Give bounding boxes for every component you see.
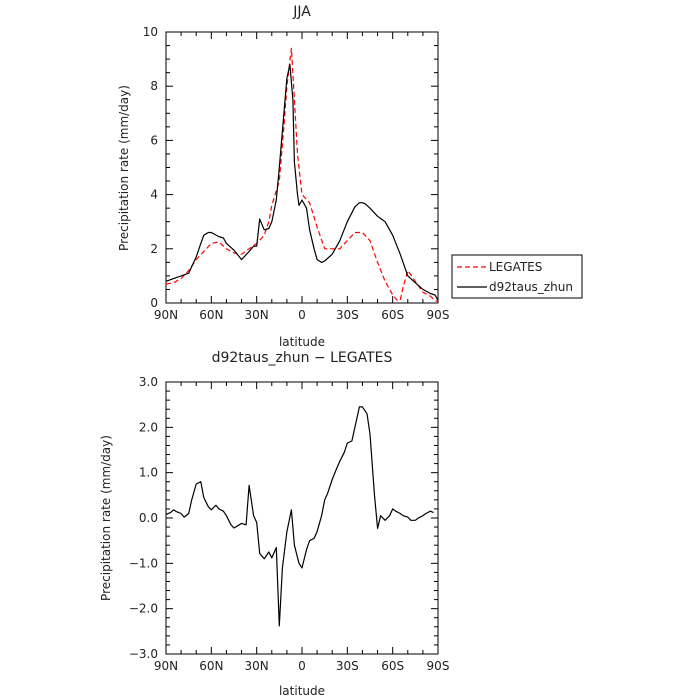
- chart-title: JJA: [292, 4, 311, 20]
- y-tick-label: 6: [150, 133, 158, 147]
- tick-marks: [165, 381, 439, 655]
- legend-label-d92taus-zhun: d92taus_zhun: [489, 280, 573, 294]
- series-line-legates: [165, 47, 439, 303]
- y-axis-label: Precipitation rate (mm/day): [117, 85, 131, 251]
- tick-labels: 90N 60N 30N 0 30S 60S 90S −3.0 −2.0 −1.0 0.0 1.0 2.0…: [129, 375, 450, 673]
- tick-marks: [165, 31, 439, 304]
- y-tick-label: −3.0: [129, 647, 158, 661]
- x-tick-label: 60S: [381, 659, 404, 673]
- x-tick-label: 30N: [245, 659, 269, 673]
- x-axis-label: latitude: [279, 684, 325, 698]
- y-tick-label: 1.0: [139, 466, 158, 480]
- series-line-difference: [165, 406, 434, 627]
- x-tick-label: 30S: [336, 659, 359, 673]
- y-tick-label: 10: [143, 25, 158, 39]
- series-lines: [165, 47, 439, 303]
- y-tick-label: −2.0: [129, 602, 158, 616]
- y-tick-label: 8: [150, 79, 158, 93]
- x-tick-label: 0: [298, 308, 306, 322]
- x-tick-label: 90S: [427, 659, 450, 673]
- y-tick-label: 4: [150, 188, 158, 202]
- y-tick-label: −1.0: [129, 556, 158, 570]
- x-tick-label: 30N: [245, 308, 269, 322]
- y-tick-label: 3.0: [139, 375, 158, 389]
- legend-box: [451, 254, 583, 299]
- legend: LEGATES d92taus_zhun: [451, 254, 583, 299]
- series-lines: [165, 406, 434, 627]
- y-tick-label: 0.0: [139, 511, 158, 525]
- x-tick-label: 60N: [199, 659, 223, 673]
- x-tick-label: 90N: [154, 308, 178, 322]
- y-axis-label: Precipitation rate (mm/day): [99, 435, 113, 601]
- x-tick-label: 60S: [381, 308, 404, 322]
- x-tick-label: 30S: [336, 308, 359, 322]
- y-tick-label: 0: [150, 296, 158, 310]
- y-tick-label: 2.0: [139, 420, 158, 434]
- legend-label-legates: LEGATES: [489, 260, 542, 274]
- x-tick-label: 60N: [199, 308, 223, 322]
- tick-labels: 90N 60N 30N 0 30S 60S 90S 0 2 4 6 8 10: [143, 25, 450, 322]
- plot-area: [165, 31, 439, 304]
- chart-difference: d92taus_zhun − LEGATES 90N 60N 30N 0 30S 60S 9…: [99, 350, 449, 698]
- x-tick-label: 90N: [154, 659, 178, 673]
- x-tick-label: 90S: [427, 308, 450, 322]
- chart-title: d92taus_zhun − LEGATES: [212, 350, 393, 366]
- plot-area: [165, 381, 439, 655]
- y-tick-label: 2: [150, 242, 158, 256]
- x-axis-label: latitude: [279, 335, 325, 349]
- series-line-d92taus-zhun: [165, 63, 439, 301]
- x-tick-label: 0: [298, 659, 306, 673]
